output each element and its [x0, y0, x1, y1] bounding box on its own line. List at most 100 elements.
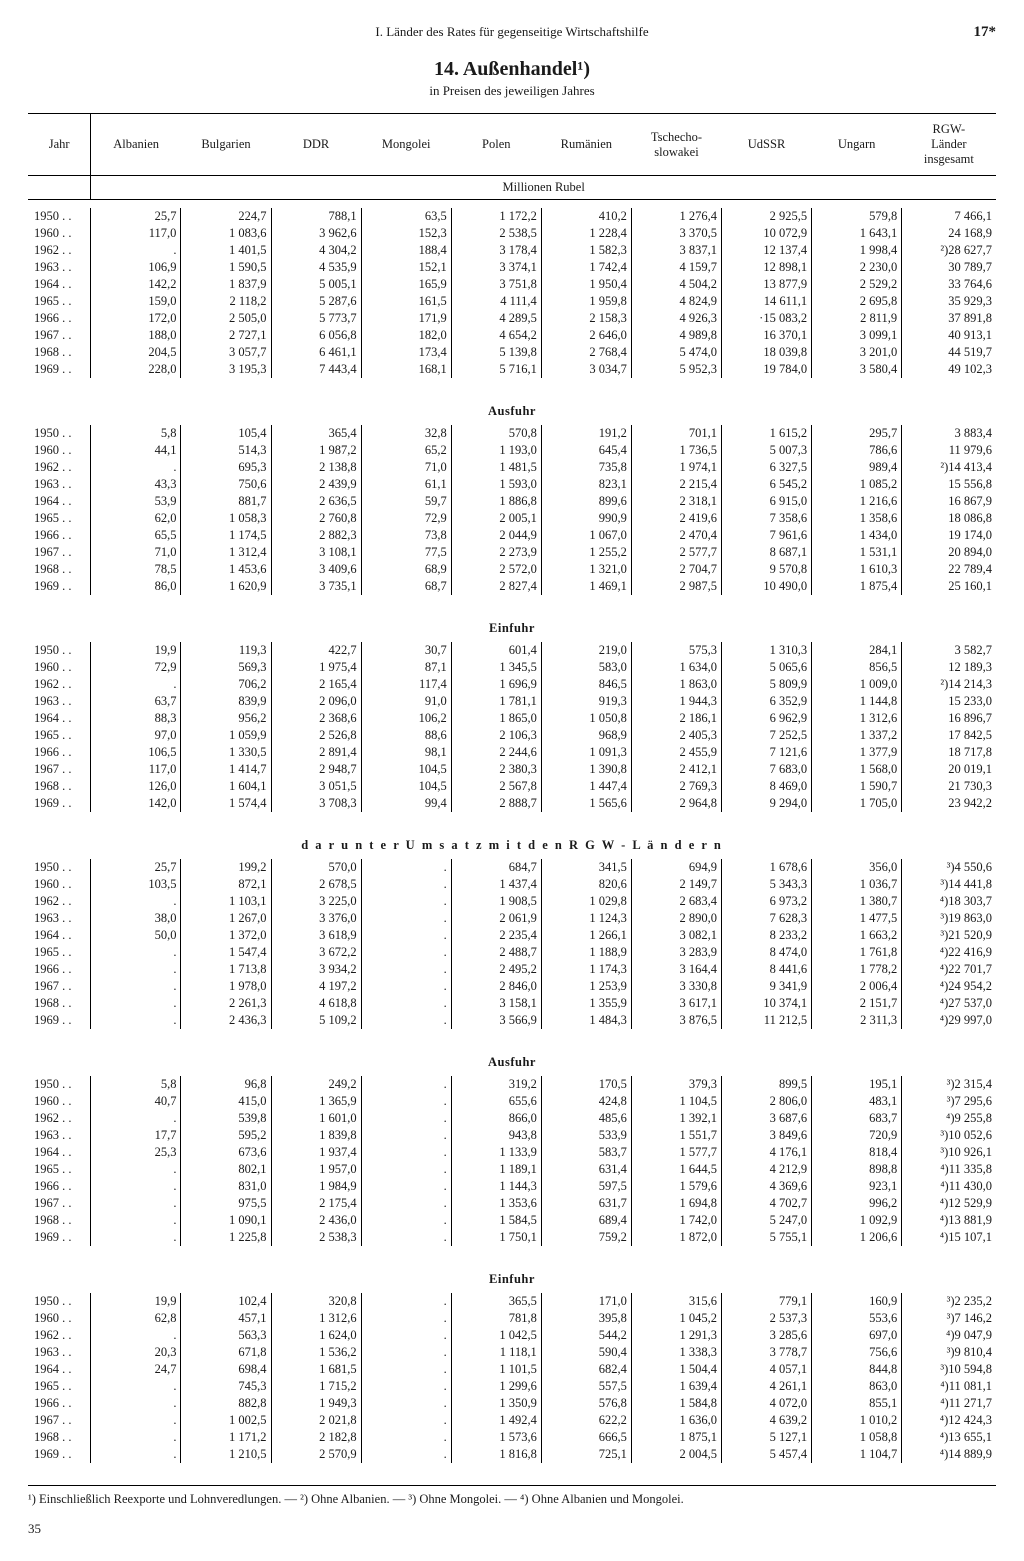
data-cell: 1 604,1: [181, 778, 271, 795]
data-cell: 2 061,9: [451, 910, 541, 927]
year-cell: 1964 . .: [28, 710, 91, 727]
year-cell: 1965 . .: [28, 1161, 91, 1178]
data-cell: 1 863,0: [631, 676, 721, 693]
table-row: 1965 . ..1 547,43 672,2.2 488,71 188,93 …: [28, 944, 996, 961]
data-cell: 1 584,5: [451, 1212, 541, 1229]
data-cell: 2 118,2: [181, 293, 271, 310]
data-cell: 8 474,0: [722, 944, 812, 961]
data-cell: ⁴)22 701,7: [902, 961, 996, 978]
data-cell: .: [361, 1212, 451, 1229]
data-cell: 2 827,4: [451, 578, 541, 595]
data-cell: 1 713,8: [181, 961, 271, 978]
data-cell: 73,8: [361, 527, 451, 544]
page-title: 14. Außenhandel¹): [28, 58, 996, 81]
data-cell: 1 886,8: [451, 493, 541, 510]
data-cell: 2 096,0: [271, 693, 361, 710]
data-cell: 3 876,5: [631, 1012, 721, 1029]
data-cell: 3 201,0: [812, 344, 902, 361]
data-cell: 11 212,5: [722, 1012, 812, 1029]
data-cell: 1 312,6: [812, 710, 902, 727]
data-cell: 2 695,8: [812, 293, 902, 310]
data-cell: .: [91, 893, 181, 910]
data-cell: 24 168,9: [902, 225, 996, 242]
data-cell: 2 261,3: [181, 995, 271, 1012]
column-header: UdSSR: [722, 114, 812, 176]
data-cell: 8 469,0: [722, 778, 812, 795]
data-cell: 1 067,0: [541, 527, 631, 544]
data-cell: 485,6: [541, 1110, 631, 1127]
data-cell: 4 504,2: [631, 276, 721, 293]
data-cell: 20 894,0: [902, 544, 996, 561]
table-row: 1962 . ..563,31 624,0.1 042,5544,21 291,…: [28, 1327, 996, 1344]
year-cell: 1968 . .: [28, 778, 91, 795]
data-cell: 68,7: [361, 578, 451, 595]
data-cell: 2 151,7: [812, 995, 902, 1012]
data-cell: 576,8: [541, 1395, 631, 1412]
data-cell: ³)10 926,1: [902, 1144, 996, 1161]
data-cell: ⁴)9 255,8: [902, 1110, 996, 1127]
data-cell: 2 044,9: [451, 527, 541, 544]
data-cell: 18 039,8: [722, 344, 812, 361]
table-row: 1963 . .63,7839,92 096,091,01 781,1919,3…: [28, 693, 996, 710]
data-cell: 104,5: [361, 761, 451, 778]
data-cell: 563,3: [181, 1327, 271, 1344]
year-cell: 1964 . .: [28, 1144, 91, 1161]
data-cell: .: [361, 1161, 451, 1178]
data-cell: .: [91, 1412, 181, 1429]
data-cell: 846,5: [541, 676, 631, 693]
data-cell: .: [91, 1012, 181, 1029]
data-cell: 4 176,1: [722, 1144, 812, 1161]
data-cell: ³)10 594,8: [902, 1361, 996, 1378]
data-cell: 117,0: [91, 225, 181, 242]
data-cell: 219,0: [541, 642, 631, 659]
data-cell: 5 773,7: [271, 310, 361, 327]
data-cell: 2 175,4: [271, 1195, 361, 1212]
data-cell: 4 159,7: [631, 259, 721, 276]
data-cell: 3 934,2: [271, 961, 361, 978]
data-cell: 1 338,3: [631, 1344, 721, 1361]
data-cell: 5 287,6: [271, 293, 361, 310]
data-cell: 3 225,0: [271, 893, 361, 910]
data-cell: 19,9: [91, 1293, 181, 1310]
data-cell: 10 374,1: [722, 995, 812, 1012]
table-row: 1967 . ..975,52 175,4.1 353,6631,71 694,…: [28, 1195, 996, 1212]
data-cell: 5 007,3: [722, 442, 812, 459]
data-cell: .: [361, 893, 451, 910]
data-cell: 553,6: [812, 1310, 902, 1327]
year-cell: 1966 . .: [28, 310, 91, 327]
data-cell: 188,0: [91, 327, 181, 344]
data-cell: 943,8: [451, 1127, 541, 1144]
table-row: 1950 . .25,7199,2570,0.684,7341,5694,91 …: [28, 859, 996, 876]
year-cell: 1950 . .: [28, 859, 91, 876]
data-cell: 579,8: [812, 208, 902, 225]
data-cell: 2 768,4: [541, 344, 631, 361]
data-cell: 20,3: [91, 1344, 181, 1361]
data-cell: 689,4: [541, 1212, 631, 1229]
data-cell: 1 174,5: [181, 527, 271, 544]
footnotes: ¹) Einschließlich Reexporte und Lohnvere…: [28, 1485, 996, 1507]
year-cell: 1960 . .: [28, 1310, 91, 1327]
data-cell: 1 481,5: [451, 459, 541, 476]
data-cell: 1 984,9: [271, 1178, 361, 1195]
data-cell: 2 964,8: [631, 795, 721, 812]
data-cell: 1 547,4: [181, 944, 271, 961]
column-header: Bulgarien: [181, 114, 271, 176]
data-cell: 539,8: [181, 1110, 271, 1127]
data-cell: .: [361, 1412, 451, 1429]
table-row: 1962 . ..539,81 601,0.866,0485,61 392,13…: [28, 1110, 996, 1127]
data-cell: 1 975,4: [271, 659, 361, 676]
data-cell: 72,9: [361, 510, 451, 527]
data-cell: 44 519,7: [902, 344, 996, 361]
data-cell: 8 687,1: [722, 544, 812, 561]
year-cell: 1968 . .: [28, 344, 91, 361]
data-cell: 1 643,1: [812, 225, 902, 242]
data-cell: 1 228,4: [541, 225, 631, 242]
data-cell: 557,5: [541, 1378, 631, 1395]
data-cell: 3 374,1: [451, 259, 541, 276]
data-cell: .: [361, 944, 451, 961]
data-cell: 1 059,9: [181, 727, 271, 744]
table-row: 1963 . .17,7595,21 839,8.943,8533,91 551…: [28, 1127, 996, 1144]
data-cell: ³)7 295,6: [902, 1093, 996, 1110]
column-header: Albanien: [91, 114, 181, 176]
year-cell: 1969 . .: [28, 795, 91, 812]
